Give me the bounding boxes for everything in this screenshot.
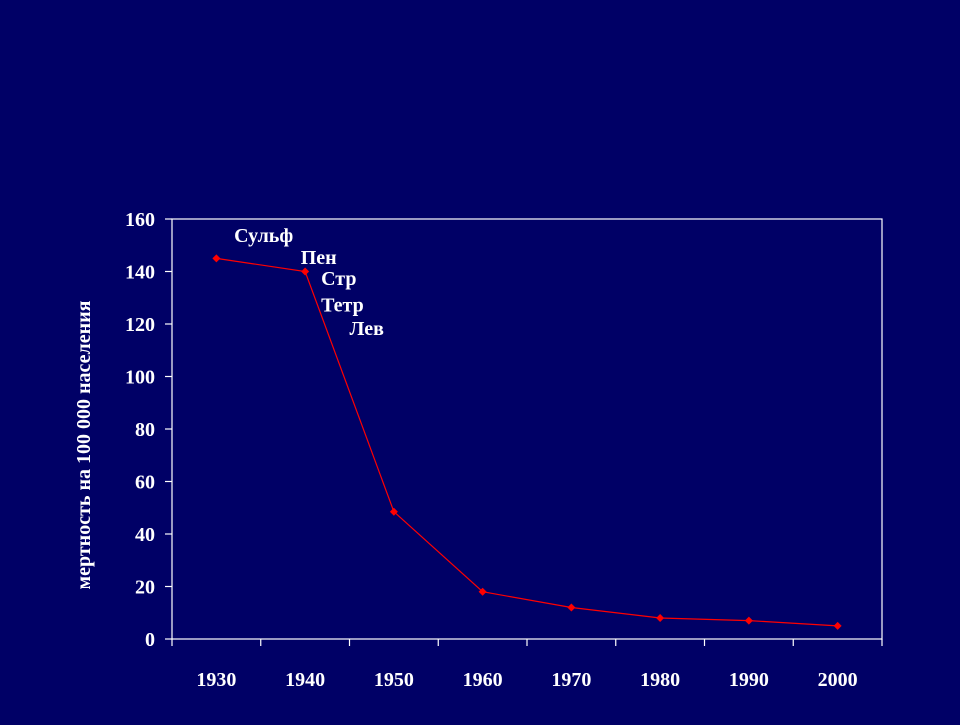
x-tick-label: 1960 — [463, 669, 503, 691]
y-tick-label: 160 — [125, 209, 155, 231]
y-tick-label: 20 — [135, 577, 155, 599]
data-point-marker — [744, 616, 753, 625]
x-tick-label: 1990 — [729, 669, 769, 691]
y-axis-label: мертность на 100 000 населения — [73, 300, 95, 589]
data-point-marker — [567, 603, 576, 612]
annotation-label: Лев — [350, 318, 385, 340]
data-point-marker — [656, 614, 665, 622]
y-tick-label: 120 — [125, 314, 155, 336]
y-tick-label: 40 — [135, 524, 155, 546]
data-point-marker — [478, 587, 487, 596]
data-point-marker — [389, 507, 398, 516]
annotation-label: Тетр — [321, 294, 364, 316]
y-tick-label: 100 — [125, 367, 155, 389]
data-point-marker — [301, 267, 310, 276]
x-tick-label: 2000 — [818, 669, 858, 691]
x-tick-label: 1950 — [374, 669, 414, 691]
annotation-label: Пен — [301, 247, 337, 269]
y-tick-label: 0 — [145, 629, 155, 651]
annotation-label: Стр — [321, 268, 356, 290]
x-tick-label: 1930 — [196, 669, 236, 691]
y-tick-label: 140 — [125, 262, 155, 284]
plot-frame — [171, 218, 883, 640]
data-point-marker — [833, 621, 842, 630]
y-tick-label: 60 — [135, 472, 155, 494]
x-tick-label: 1980 — [640, 669, 680, 691]
x-tick-label: 1940 — [285, 669, 325, 691]
series-line — [216, 257, 838, 627]
data-point-marker — [212, 254, 221, 263]
annotation-label: Сульф — [234, 225, 293, 247]
x-tick-label: 1970 — [551, 669, 591, 691]
y-tick-label: 80 — [135, 419, 155, 441]
